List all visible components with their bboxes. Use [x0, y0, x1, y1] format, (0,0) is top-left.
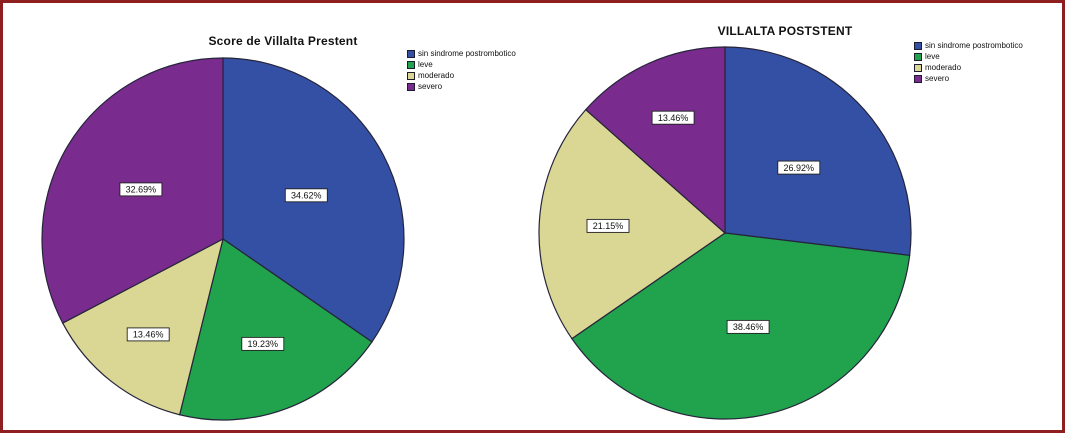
slice-label-box-leve	[726, 319, 770, 334]
slice-label-moderado: 21.15%	[593, 221, 624, 231]
legend-item-sin-sindrome-postrombotico: sin sindrome postrombotico	[407, 49, 516, 58]
legend-prestent: sin sindrome postrombotico leve moderado se…	[407, 49, 516, 91]
legend-swatch-moderado	[914, 63, 922, 72]
slice-label-leve: 19.23%	[248, 339, 279, 349]
pie-chart-prestent: 34.62% 19.23% 13.46% 32.69%	[41, 57, 405, 421]
legend-swatch-severo	[914, 74, 922, 83]
slice-label-box-moderado	[126, 327, 170, 342]
legend-label-leve: leve	[418, 60, 433, 69]
slice-label-leve: 38.46%	[733, 322, 764, 332]
slice-label-box-severo	[651, 110, 695, 125]
slice-label-sin-sindrome-postrombotico: 26.92%	[784, 163, 815, 173]
pie-slice-severo	[584, 46, 726, 235]
slice-label-box-moderado	[586, 218, 630, 233]
legend-label-moderado: moderado	[925, 63, 962, 72]
legend-swatch-leve	[914, 52, 922, 61]
legend-label-moderado: moderado	[418, 71, 455, 80]
legend-swatch-sin-sindrome-postrombotico	[407, 49, 415, 58]
pie-slice-leve	[178, 238, 373, 421]
slice-label-sin-sindrome-postrombotico: 34.62%	[291, 191, 322, 201]
legend-item-severo: severo	[914, 74, 1023, 83]
legend-swatch-moderado	[407, 71, 415, 80]
legend-swatch-sin-sindrome-postrombotico	[914, 41, 922, 50]
legend-swatch-leve	[407, 60, 415, 69]
pie-slice-moderado	[538, 108, 726, 340]
legend-label-severo: severo	[418, 82, 443, 91]
slice-label-severo: 13.46%	[658, 113, 689, 123]
legend-label-severo: severo	[925, 74, 950, 83]
pie-slice-sin-sindrome-postrombotico	[724, 46, 912, 257]
pie-chart-poststent: 26.92% 38.46% 21.15% 13.46%	[538, 46, 912, 420]
legend-swatch-severo	[407, 82, 415, 91]
legend-poststent: sin sindrome postrombotico leve moderado se…	[914, 41, 1023, 83]
legend-item-sin-sindrome-postrombotico: sin sindrome postrombotico	[914, 41, 1023, 50]
chart-title-poststent: VILLALTA POSTSTENT	[717, 24, 853, 38]
legend-label-leve: leve	[925, 52, 940, 61]
slice-label-box-sin-sindrome-postrombotico	[284, 188, 328, 203]
legend-item-moderado: moderado	[914, 63, 1023, 72]
legend-item-moderado: moderado	[407, 71, 516, 80]
slice-label-box-leve	[241, 336, 285, 351]
slice-label-moderado: 13.46%	[133, 330, 164, 340]
chart-title-prestent: Score de Villalta Prestent	[208, 34, 358, 48]
slice-label-box-severo	[119, 182, 163, 197]
legend-item-leve: leve	[407, 60, 516, 69]
slice-label-severo: 32.69%	[126, 185, 157, 195]
legend-label-sin-sindrome-postrombotico: sin sindrome postrombotico	[925, 41, 1023, 50]
pie-slice-moderado	[61, 237, 224, 416]
legend-item-severo: severo	[407, 82, 516, 91]
legend-label-sin-sindrome-postrombotico: sin sindrome postrombotico	[418, 49, 516, 58]
legend-item-leve: leve	[914, 52, 1023, 61]
slice-label-box-sin-sindrome-postrombotico	[777, 160, 821, 175]
